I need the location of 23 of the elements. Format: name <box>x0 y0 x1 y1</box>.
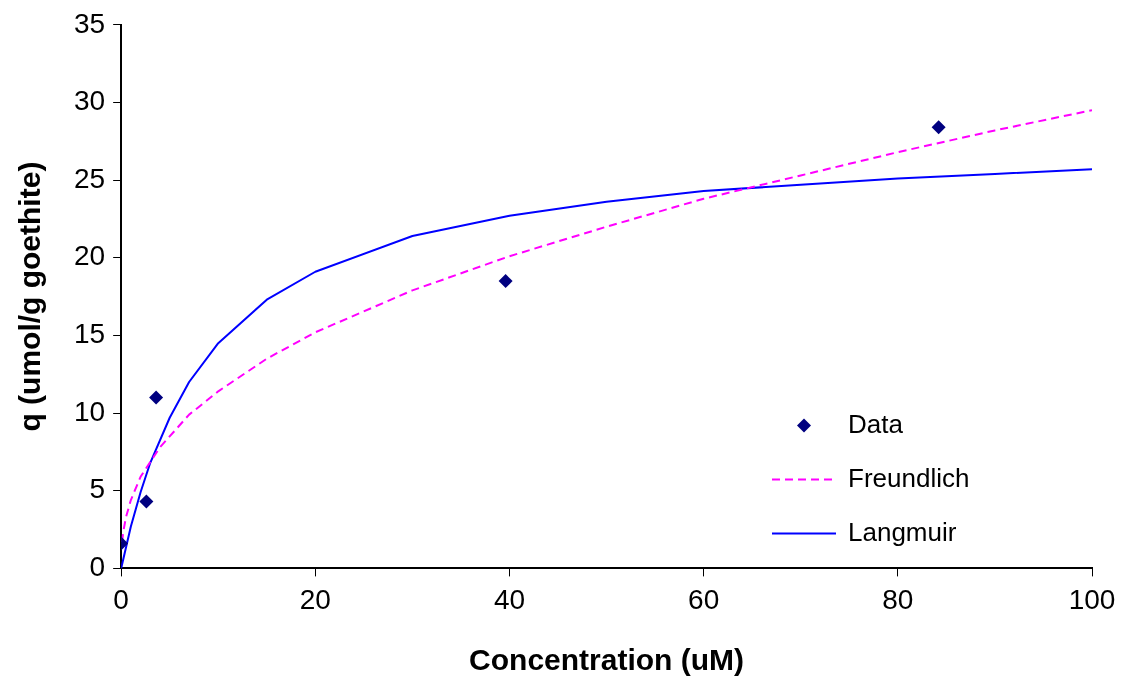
y-tick-label: 0 <box>89 551 106 583</box>
point <box>139 494 154 509</box>
y-tick-label: 10 <box>73 395 106 427</box>
x-tick-label: 60 <box>688 583 720 615</box>
x-tick-label: 20 <box>299 583 331 615</box>
y-tick-label: 35 <box>73 7 106 39</box>
legend-label: Freundlich <box>848 462 970 493</box>
legend-label: Data <box>848 408 904 439</box>
x-tick-label: 40 <box>493 583 526 615</box>
point <box>149 390 164 405</box>
y-axis-title: q (umol/g goethite) <box>13 161 47 432</box>
x-tick-label: 100 <box>1068 583 1116 615</box>
x-tick-label: 0 <box>113 583 129 615</box>
point <box>931 120 946 135</box>
x-tick-label: 80 <box>882 583 914 615</box>
y-tick-label: 5 <box>89 473 106 505</box>
x-axis-title: Concentration (uM) <box>469 643 745 677</box>
y-tick-label: 25 <box>73 162 106 194</box>
y-tick-label: 15 <box>73 318 106 350</box>
legend-label: Langmuir <box>848 516 957 547</box>
y-tick-label: 20 <box>73 240 106 272</box>
y-tick-label: 30 <box>73 85 106 117</box>
point <box>498 274 513 289</box>
